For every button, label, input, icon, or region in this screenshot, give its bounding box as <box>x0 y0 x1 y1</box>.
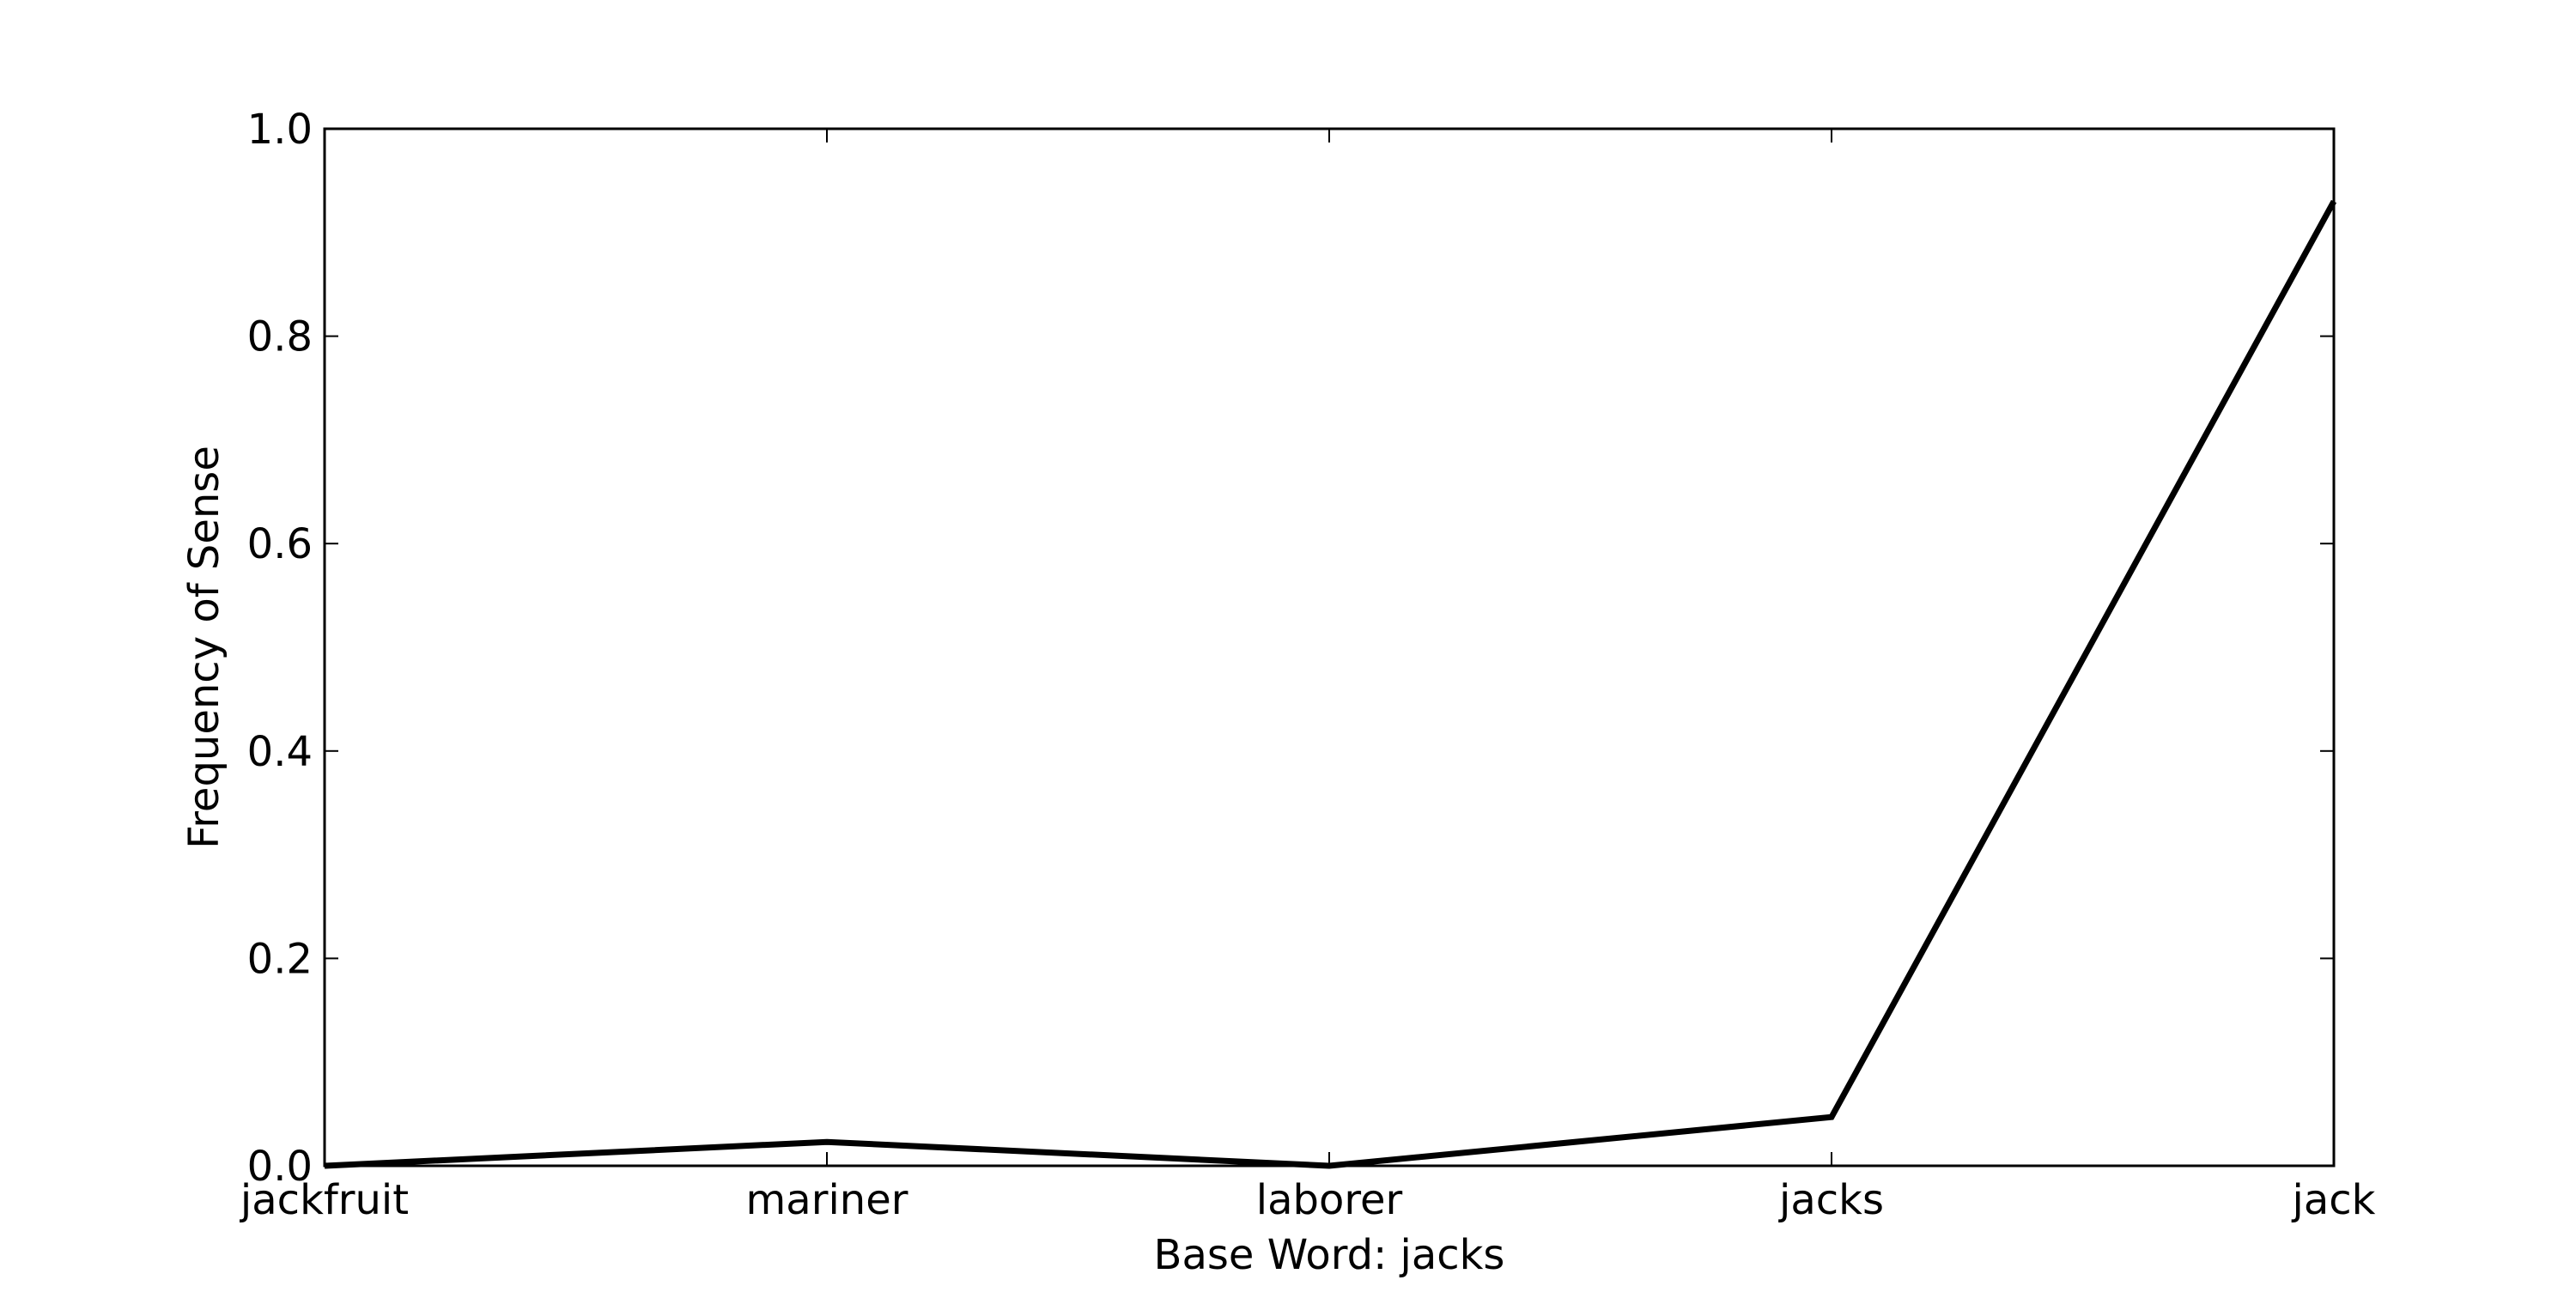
x-tick-label: mariner <box>746 1176 908 1224</box>
x-tick-label: jackfruit <box>240 1176 409 1224</box>
ticks-layer <box>324 128 2335 1167</box>
x-tick-label: jacks <box>1778 1176 1884 1224</box>
x-axis-label: Base Word: jacks <box>1154 1231 1505 1279</box>
y-tick-label: 0.2 <box>247 935 313 983</box>
y-tick-label: 0.0 <box>247 1143 313 1191</box>
plot-area-frame <box>323 127 2336 1168</box>
x-tick-label: jack <box>2292 1176 2376 1224</box>
y-axis-label: Frequency of Sense <box>180 446 228 849</box>
x-tick-label: laborer <box>1256 1176 1403 1224</box>
y-tick-label: 1.0 <box>247 106 313 154</box>
y-tick-label: 0.6 <box>247 520 313 568</box>
tick-labels-layer: 0.0 0.2 0.4 0.6 0.8 1.0 jackfruit mariner labore… <box>240 106 2376 1224</box>
y-tick-label: 0.8 <box>247 313 313 361</box>
y-tick-label: 0.4 <box>247 728 313 776</box>
series-line <box>324 199 2337 1169</box>
series-layer <box>324 199 2337 1169</box>
